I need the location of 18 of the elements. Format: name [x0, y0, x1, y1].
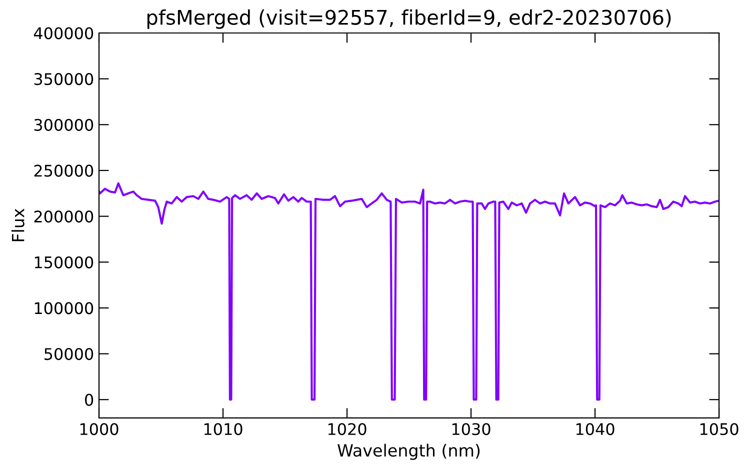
x-tick-label: 1030	[452, 423, 490, 436]
x-tick-label: 1040	[576, 423, 614, 436]
chart-title: pfsMerged (visit=92557, fiberId=9, edr2-20230706)	[147, 9, 671, 29]
y-axis-title: Flux	[11, 208, 24, 242]
x-tick-label: 1050	[700, 423, 738, 436]
x-axis-title: Wavelength (nm)	[338, 444, 480, 460]
y-tick-label: 150000	[34, 256, 94, 268]
x-tick-label: 1020	[328, 423, 366, 436]
y-tick-label: 250000	[34, 164, 94, 177]
y-tick-label: 350000	[34, 73, 94, 86]
x-tick-label: 1000	[80, 423, 118, 436]
y-tick-label: 0	[85, 394, 94, 406]
y-tick-label: 200000	[34, 210, 94, 223]
y-tick-label: 100000	[34, 302, 94, 314]
y-tick-label: 50000	[44, 348, 94, 360]
y-tick-label: 400000	[34, 27, 94, 40]
y-tick-label: 300000	[34, 118, 94, 131]
x-tick-label: 1010	[204, 423, 242, 436]
